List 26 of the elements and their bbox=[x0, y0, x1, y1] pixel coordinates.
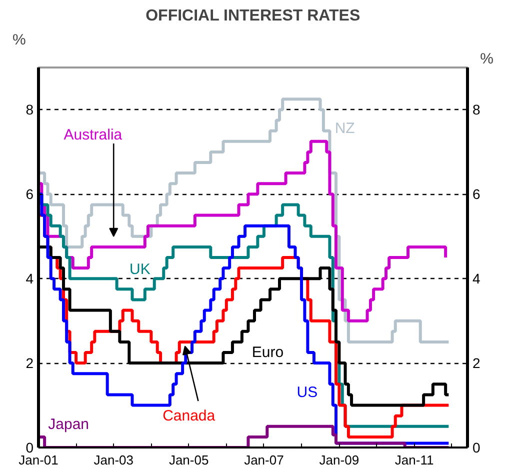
text: Canada bbox=[162, 407, 216, 424]
x-tick-label: Jan-05 bbox=[168, 452, 209, 468]
series-label: UK bbox=[130, 260, 150, 278]
y-tick-label: 8 bbox=[26, 102, 34, 118]
y2-tick-label: 2 bbox=[472, 355, 480, 372]
x-tick-label: Jan-11 bbox=[394, 452, 434, 468]
series-label: Euro bbox=[252, 344, 284, 361]
y-tick-label: 4 bbox=[26, 270, 34, 287]
series-label: US bbox=[296, 384, 318, 402]
y-axis-title: % bbox=[12, 32, 26, 48]
y-tick-label: 6 bbox=[26, 186, 34, 202]
y2-tick-label: 6 bbox=[472, 186, 480, 202]
y-tick-label: 2 bbox=[26, 355, 34, 372]
y2-tick-label: 8 bbox=[472, 102, 480, 118]
y2-tick-label: 4 bbox=[472, 270, 480, 287]
text: Australia bbox=[64, 126, 123, 144]
y-tick-label: 0 bbox=[26, 440, 34, 456]
chart-title: OFFICIAL INTEREST RATES bbox=[146, 8, 360, 24]
series-label: NZ bbox=[334, 120, 355, 138]
y2-tick-label: 0 bbox=[472, 440, 480, 456]
x-tick-label: Jan-07 bbox=[244, 452, 284, 468]
x-tick-label: Jan-09 bbox=[319, 452, 360, 468]
series-label: Japan bbox=[48, 416, 90, 433]
x-tick-label: Jan-03 bbox=[94, 452, 134, 468]
y2-axis-title: % bbox=[480, 50, 494, 68]
x-tick-label: Jan-01 bbox=[18, 452, 58, 468]
